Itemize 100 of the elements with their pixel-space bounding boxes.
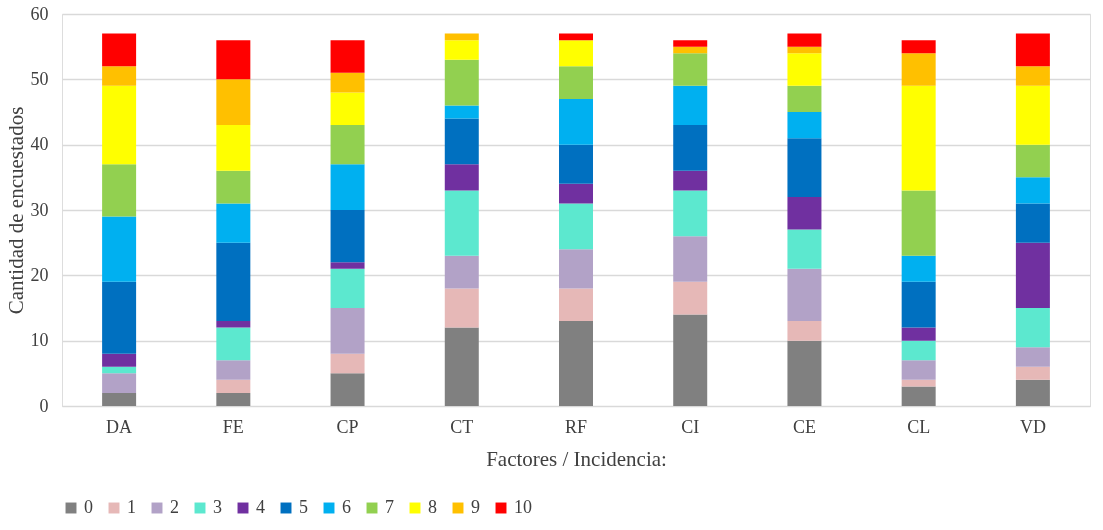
bar	[1015, 308, 1050, 348]
legend-label: 8	[428, 497, 437, 517]
bar	[787, 138, 822, 197]
bar	[444, 40, 479, 60]
legend-label: 7	[385, 497, 394, 517]
x-tick-label: DA	[106, 416, 133, 437]
bar	[787, 321, 822, 341]
bar	[102, 373, 137, 393]
legend-label: 3	[213, 497, 222, 517]
bar	[1015, 379, 1050, 406]
bar	[444, 288, 479, 328]
bar	[901, 85, 936, 191]
bar	[901, 281, 936, 328]
legend-label: 10	[514, 497, 532, 517]
bar	[102, 66, 137, 86]
bar	[216, 40, 251, 80]
bar	[559, 183, 593, 204]
bar	[901, 386, 936, 406]
bar	[673, 53, 708, 86]
bar	[102, 366, 137, 374]
bar	[673, 85, 708, 126]
legend-label: 9	[471, 497, 480, 517]
y-tick-label: 60	[30, 3, 49, 24]
bar	[216, 379, 251, 393]
bar	[216, 170, 251, 204]
bar	[1015, 144, 1050, 178]
bar	[787, 85, 822, 112]
bar	[216, 321, 251, 328]
bar	[901, 360, 936, 380]
bar	[901, 327, 936, 341]
bar	[1015, 66, 1050, 86]
bar	[673, 236, 708, 282]
bar	[901, 40, 936, 54]
y-tick-label: 50	[30, 68, 49, 89]
bar	[559, 203, 593, 250]
bar	[673, 40, 708, 47]
bar	[1015, 203, 1050, 243]
bar	[559, 98, 593, 145]
legend-label: 5	[299, 497, 308, 517]
bar	[673, 314, 708, 406]
legend-label: 6	[342, 497, 351, 517]
x-tick-label: CP	[336, 416, 359, 437]
bar	[901, 379, 936, 387]
bar	[559, 144, 593, 184]
bar	[444, 105, 479, 119]
bar	[102, 85, 137, 165]
bar	[330, 268, 365, 308]
bar	[330, 262, 365, 269]
bar	[330, 210, 365, 263]
bar	[787, 229, 822, 269]
bar	[901, 255, 936, 282]
y-tick-label: 40	[30, 134, 49, 155]
bar	[1015, 33, 1050, 67]
bar	[216, 203, 251, 243]
bar	[444, 118, 479, 165]
y-tick-label: 10	[30, 330, 49, 351]
bar	[330, 40, 365, 73]
bar	[330, 164, 365, 210]
bar	[216, 327, 251, 361]
bar	[673, 125, 708, 171]
bar	[559, 249, 593, 289]
x-axis-title: Factores / Incidencia:	[486, 446, 667, 471]
bar	[216, 79, 251, 126]
y-tick-label: 20	[30, 264, 49, 285]
bar	[787, 268, 822, 322]
bar	[673, 46, 708, 54]
legend-label: 2	[170, 497, 179, 517]
bar	[901, 190, 936, 256]
x-tick-label: CE	[792, 416, 816, 437]
bar	[1015, 177, 1050, 204]
bar	[1015, 85, 1050, 145]
bar	[216, 125, 251, 171]
bar	[559, 321, 593, 406]
bar	[444, 255, 479, 289]
bar	[901, 340, 936, 361]
y-axis-title: Cantidad de encuestados	[3, 106, 28, 315]
bar	[330, 92, 365, 126]
bar	[330, 125, 365, 165]
x-tick-label: CT	[450, 416, 474, 437]
bar	[102, 33, 137, 67]
bar	[444, 59, 479, 106]
bar	[787, 340, 822, 406]
bar	[330, 72, 365, 93]
x-tick-label: FE	[222, 416, 244, 437]
bar	[559, 33, 593, 41]
bar	[216, 242, 251, 322]
bar	[787, 112, 822, 139]
bar	[330, 308, 365, 354]
bar	[102, 164, 137, 217]
x-tick-label: VD	[1019, 416, 1046, 437]
bar	[559, 40, 593, 67]
y-tick-label: 0	[39, 395, 49, 416]
bar	[444, 33, 479, 41]
bar	[102, 392, 137, 406]
bar	[787, 53, 822, 86]
bar	[330, 353, 365, 374]
legend-label: 1	[127, 497, 136, 517]
x-tick-label: CI	[681, 416, 700, 437]
bar	[216, 392, 251, 406]
bar	[673, 190, 708, 237]
